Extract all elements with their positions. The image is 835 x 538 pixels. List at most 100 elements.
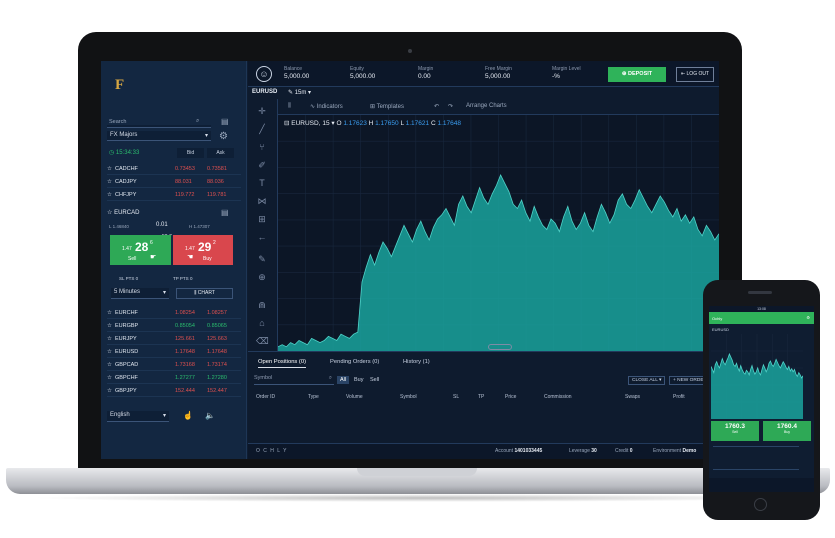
tab-pending-orders[interactable]: Pending Orders (0) <box>330 359 380 365</box>
measure-icon[interactable]: ⊞ <box>258 214 266 224</box>
magnet-icon[interactable]: ⋒ <box>258 300 266 310</box>
resize-handle[interactable] <box>488 344 512 350</box>
sell-button[interactable]: 1.47 28 6 Sell ☛ <box>110 235 171 265</box>
pattern-icon[interactable]: ⋈ <box>257 196 267 206</box>
watchlist-bid: 0.85054 <box>175 323 195 329</box>
document-icon[interactable]: ▤ <box>221 117 229 126</box>
zoom-icon[interactable]: ⊕ <box>258 272 266 282</box>
star-icon[interactable]: ☆ <box>107 362 112 368</box>
phone-status-bar: 13:08 <box>709 306 814 312</box>
fork-icon[interactable]: ⑂ <box>259 142 265 152</box>
margin-stat: Margin 0.00 <box>418 66 434 80</box>
star-icon[interactable]: ☆ <box>107 375 112 381</box>
star-icon[interactable]: ☆ <box>107 349 112 355</box>
phone-buy-button[interactable]: 1760.4 Buy <box>763 421 811 441</box>
chart-button[interactable]: ⫼ CHART <box>176 288 233 299</box>
star-icon[interactable]: ☆ <box>107 323 112 329</box>
watchlist-ask: 0.85065 <box>207 323 227 329</box>
watchlist-row[interactable]: ☆ EURGBP 0.85054 0.85065 <box>107 320 241 332</box>
undo-icon[interactable]: ↶ <box>434 104 440 110</box>
star-icon[interactable]: ☆ <box>107 192 112 198</box>
star-icon[interactable]: ☆ <box>107 210 113 216</box>
symbol-filter-input[interactable]: Symbol ⌕ <box>254 375 334 385</box>
star-icon[interactable]: ☆ <box>107 388 112 394</box>
watchlist-row[interactable]: ☆ EURCHF 1.08254 1.08257 <box>107 307 241 319</box>
redo-icon[interactable]: ↷ <box>448 104 454 110</box>
buy-button[interactable]: 1.47 29 2 ☚ Buy <box>173 235 233 265</box>
phone-order-form[interactable] <box>713 446 799 470</box>
user-icon[interactable]: ☺ <box>256 66 272 82</box>
phone-chart-svg <box>711 334 803 419</box>
bar-chart-icon[interactable]: ⫼ <box>288 103 291 109</box>
timeframe-select[interactable]: ✎ 15m ▾ <box>288 90 312 96</box>
watchlist-bid: 1.73168 <box>175 362 195 368</box>
text-icon[interactable]: T <box>259 178 265 188</box>
column-header: Volume <box>346 394 363 400</box>
templates-button[interactable]: ⊞ Templates <box>370 104 404 110</box>
copy-icon[interactable]: ▤ <box>221 208 229 217</box>
sound-icon[interactable]: 🔈 <box>205 411 215 420</box>
price-chart[interactable]: ⊟ EURUSD, 15 ▾ O 1.17623 H 1.17650 L 1.1… <box>277 115 719 351</box>
chart-symbol-tab[interactable]: EURUSD <box>252 89 278 95</box>
star-icon[interactable]: ☆ <box>107 179 112 185</box>
watchlist-row[interactable]: ☆ GBPCHF 1.27277 1.27280 <box>107 372 241 384</box>
take-profit-field[interactable]: TP PTS 0 <box>173 276 193 281</box>
brush-icon[interactable]: ✐ <box>258 160 266 170</box>
footer-brand: O C H L Y <box>256 448 288 454</box>
hand-pointer-icon[interactable]: ☝ <box>183 411 193 420</box>
trash-icon[interactable]: ⌫ <box>256 336 269 346</box>
group-select[interactable]: FX Majors ▾ <box>107 131 211 141</box>
logout-button[interactable]: ⇤ LOG OUT <box>676 67 714 82</box>
gear-icon[interactable]: ⚙ <box>806 315 810 320</box>
balance-stat: Balance 5,000.00 <box>284 66 310 80</box>
phone-home-button[interactable] <box>754 498 767 511</box>
arrow-left-icon[interactable]: ← <box>257 232 267 242</box>
indicators-button[interactable]: ∿ Indicators <box>310 104 343 110</box>
ruler-icon[interactable]: ✎ <box>258 254 266 264</box>
filter-all[interactable]: All <box>337 376 350 384</box>
star-icon[interactable]: ☆ <box>107 336 112 342</box>
tab-open-positions[interactable]: Open Positions (0) <box>258 359 307 368</box>
clock-icon: ◷ <box>109 150 115 156</box>
watchlist-row[interactable]: ☆ GBPCAD 1.73168 1.73174 <box>107 359 241 371</box>
language-select[interactable]: English ▾ <box>107 411 169 422</box>
arrange-charts-button[interactable]: Arrange Charts <box>466 103 507 109</box>
watchlist-row[interactable]: ☆ EURUSD 1.17648 1.17648 <box>107 346 241 358</box>
equity-stat: Equity 5,000.00 <box>350 66 376 80</box>
watchlist-row[interactable]: ☆ GBPJPY 152.444 152.447 <box>107 385 241 397</box>
watchlist-row[interactable]: ☆ EURJPY 125.661 125.663 <box>107 333 241 345</box>
phone-sell-button[interactable]: 1760.3 Sell <box>711 421 759 441</box>
deposit-button[interactable]: ⊕ DEPOSIT <box>608 67 666 82</box>
column-header: Price <box>505 394 517 400</box>
star-icon[interactable]: ☆ <box>107 310 112 316</box>
price-area <box>711 354 803 419</box>
filter-buy[interactable]: Buy <box>354 377 364 383</box>
drawing-toolbar: ✛ ╱ ⑂ ✐ T ⋈ ⊞ ← ✎ ⊕ ⋒ ⌂ ⌫ <box>248 99 278 351</box>
search-input[interactable] <box>107 125 211 128</box>
collapse-icon[interactable]: ⊟ <box>284 120 290 127</box>
interval-select[interactable]: 5 Minutes ▾ <box>111 288 169 299</box>
gear-icon[interactable]: ⚙ <box>219 131 228 142</box>
stop-loss-field[interactable]: SL PTS 0 <box>119 276 139 281</box>
phone-tab-bar[interactable] <box>709 478 814 492</box>
phone-header: Ochly ⚙ <box>709 312 814 324</box>
lot-size[interactable]: 0.01 <box>156 222 168 228</box>
watchlist-symbol: CHFJPY <box>115 192 137 198</box>
watchlist-row[interactable]: ☆ CHFJPY 119.772 119.781 <box>107 189 241 201</box>
watchlist-ask: 1.17648 <box>207 349 227 355</box>
selected-symbol[interactable]: ☆ EURCAD <box>107 210 140 216</box>
tab-history[interactable]: History (1) <box>403 359 430 365</box>
watchlist-bid: 119.772 <box>175 192 195 198</box>
filter-sell[interactable]: Sell <box>370 377 380 383</box>
column-header: Commission <box>544 394 572 400</box>
grid-icon: ⊞ <box>370 104 376 110</box>
lock-icon[interactable]: ⌂ <box>259 318 265 328</box>
watchlist-row[interactable]: ☆ CADJPY 88.031 88.036 <box>107 176 241 188</box>
phone-symbol[interactable]: EURUSD <box>712 327 729 332</box>
trendline-icon[interactable]: ╱ <box>259 124 265 134</box>
search-icon[interactable]: ⌕ <box>196 118 200 124</box>
close-all-button[interactable]: CLOSE ALL ▾ <box>628 376 666 385</box>
crosshair-icon[interactable]: ✛ <box>258 106 266 116</box>
star-icon[interactable]: ☆ <box>107 166 112 172</box>
watchlist-row[interactable]: ☆ CADCHF 0.73453 0.73581 <box>107 163 241 175</box>
